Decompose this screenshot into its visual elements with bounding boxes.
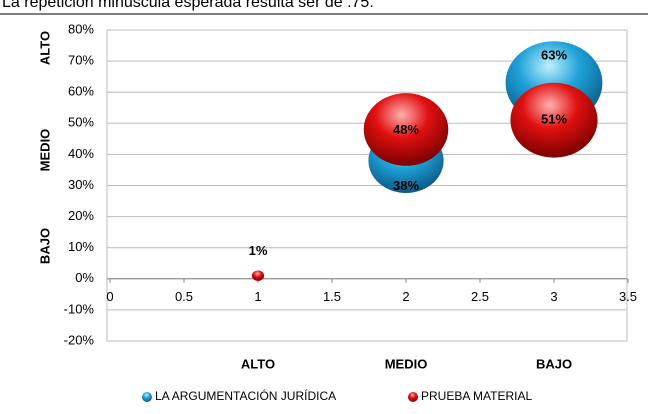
- y-tick-label: 70%: [68, 53, 94, 68]
- x-category-label: BAJO: [536, 356, 572, 371]
- caption: La repetición minúscula esperada resulta…: [2, 0, 374, 11]
- y-tick-label: 10%: [68, 239, 94, 254]
- x-tick-label: 0.5: [175, 289, 193, 304]
- y-tick-label: -10%: [64, 301, 95, 316]
- y-tick-label: 50%: [68, 115, 94, 130]
- y-tick-label: 20%: [68, 208, 94, 223]
- y-tick-label: 40%: [68, 146, 94, 161]
- bubble: [251, 270, 265, 281]
- y-category-label: MEDIO: [37, 129, 52, 172]
- y-tick-label: 0%: [75, 270, 94, 285]
- data-label: 51%: [541, 112, 567, 127]
- x-tick-label: 0: [106, 289, 113, 304]
- data-label: 38%: [393, 178, 419, 193]
- bubble: [510, 82, 598, 158]
- legend-marker: [142, 392, 152, 402]
- y-category-label: ALTO: [37, 31, 52, 65]
- y-tick-label: 80%: [68, 21, 94, 36]
- legend-label: PRUEBA MATERIAL: [421, 389, 532, 403]
- y-tick-label: 30%: [68, 177, 94, 192]
- x-tick-label: 3.5: [619, 289, 637, 304]
- x-category-label: ALTO: [241, 356, 275, 371]
- y-tick-label: 60%: [68, 84, 94, 99]
- x-tick-label: 3: [550, 289, 557, 304]
- x-tick-label: 1: [254, 289, 261, 304]
- x-tick-label: 2.5: [471, 289, 489, 304]
- y-tick-label: -20%: [64, 332, 95, 347]
- data-label: 63%: [541, 47, 567, 62]
- y-category-label: BAJO: [37, 228, 52, 264]
- legend-label: LA ARGUMENTACIÓN JURÍDICA: [155, 388, 336, 403]
- bubble: [363, 93, 449, 166]
- data-label: 1%: [249, 243, 268, 258]
- data-label: 48%: [393, 122, 419, 137]
- x-tick-label: 2: [402, 289, 409, 304]
- x-category-label: MEDIO: [385, 356, 428, 371]
- x-tick-label: 1.5: [323, 289, 341, 304]
- legend-marker: [408, 392, 418, 402]
